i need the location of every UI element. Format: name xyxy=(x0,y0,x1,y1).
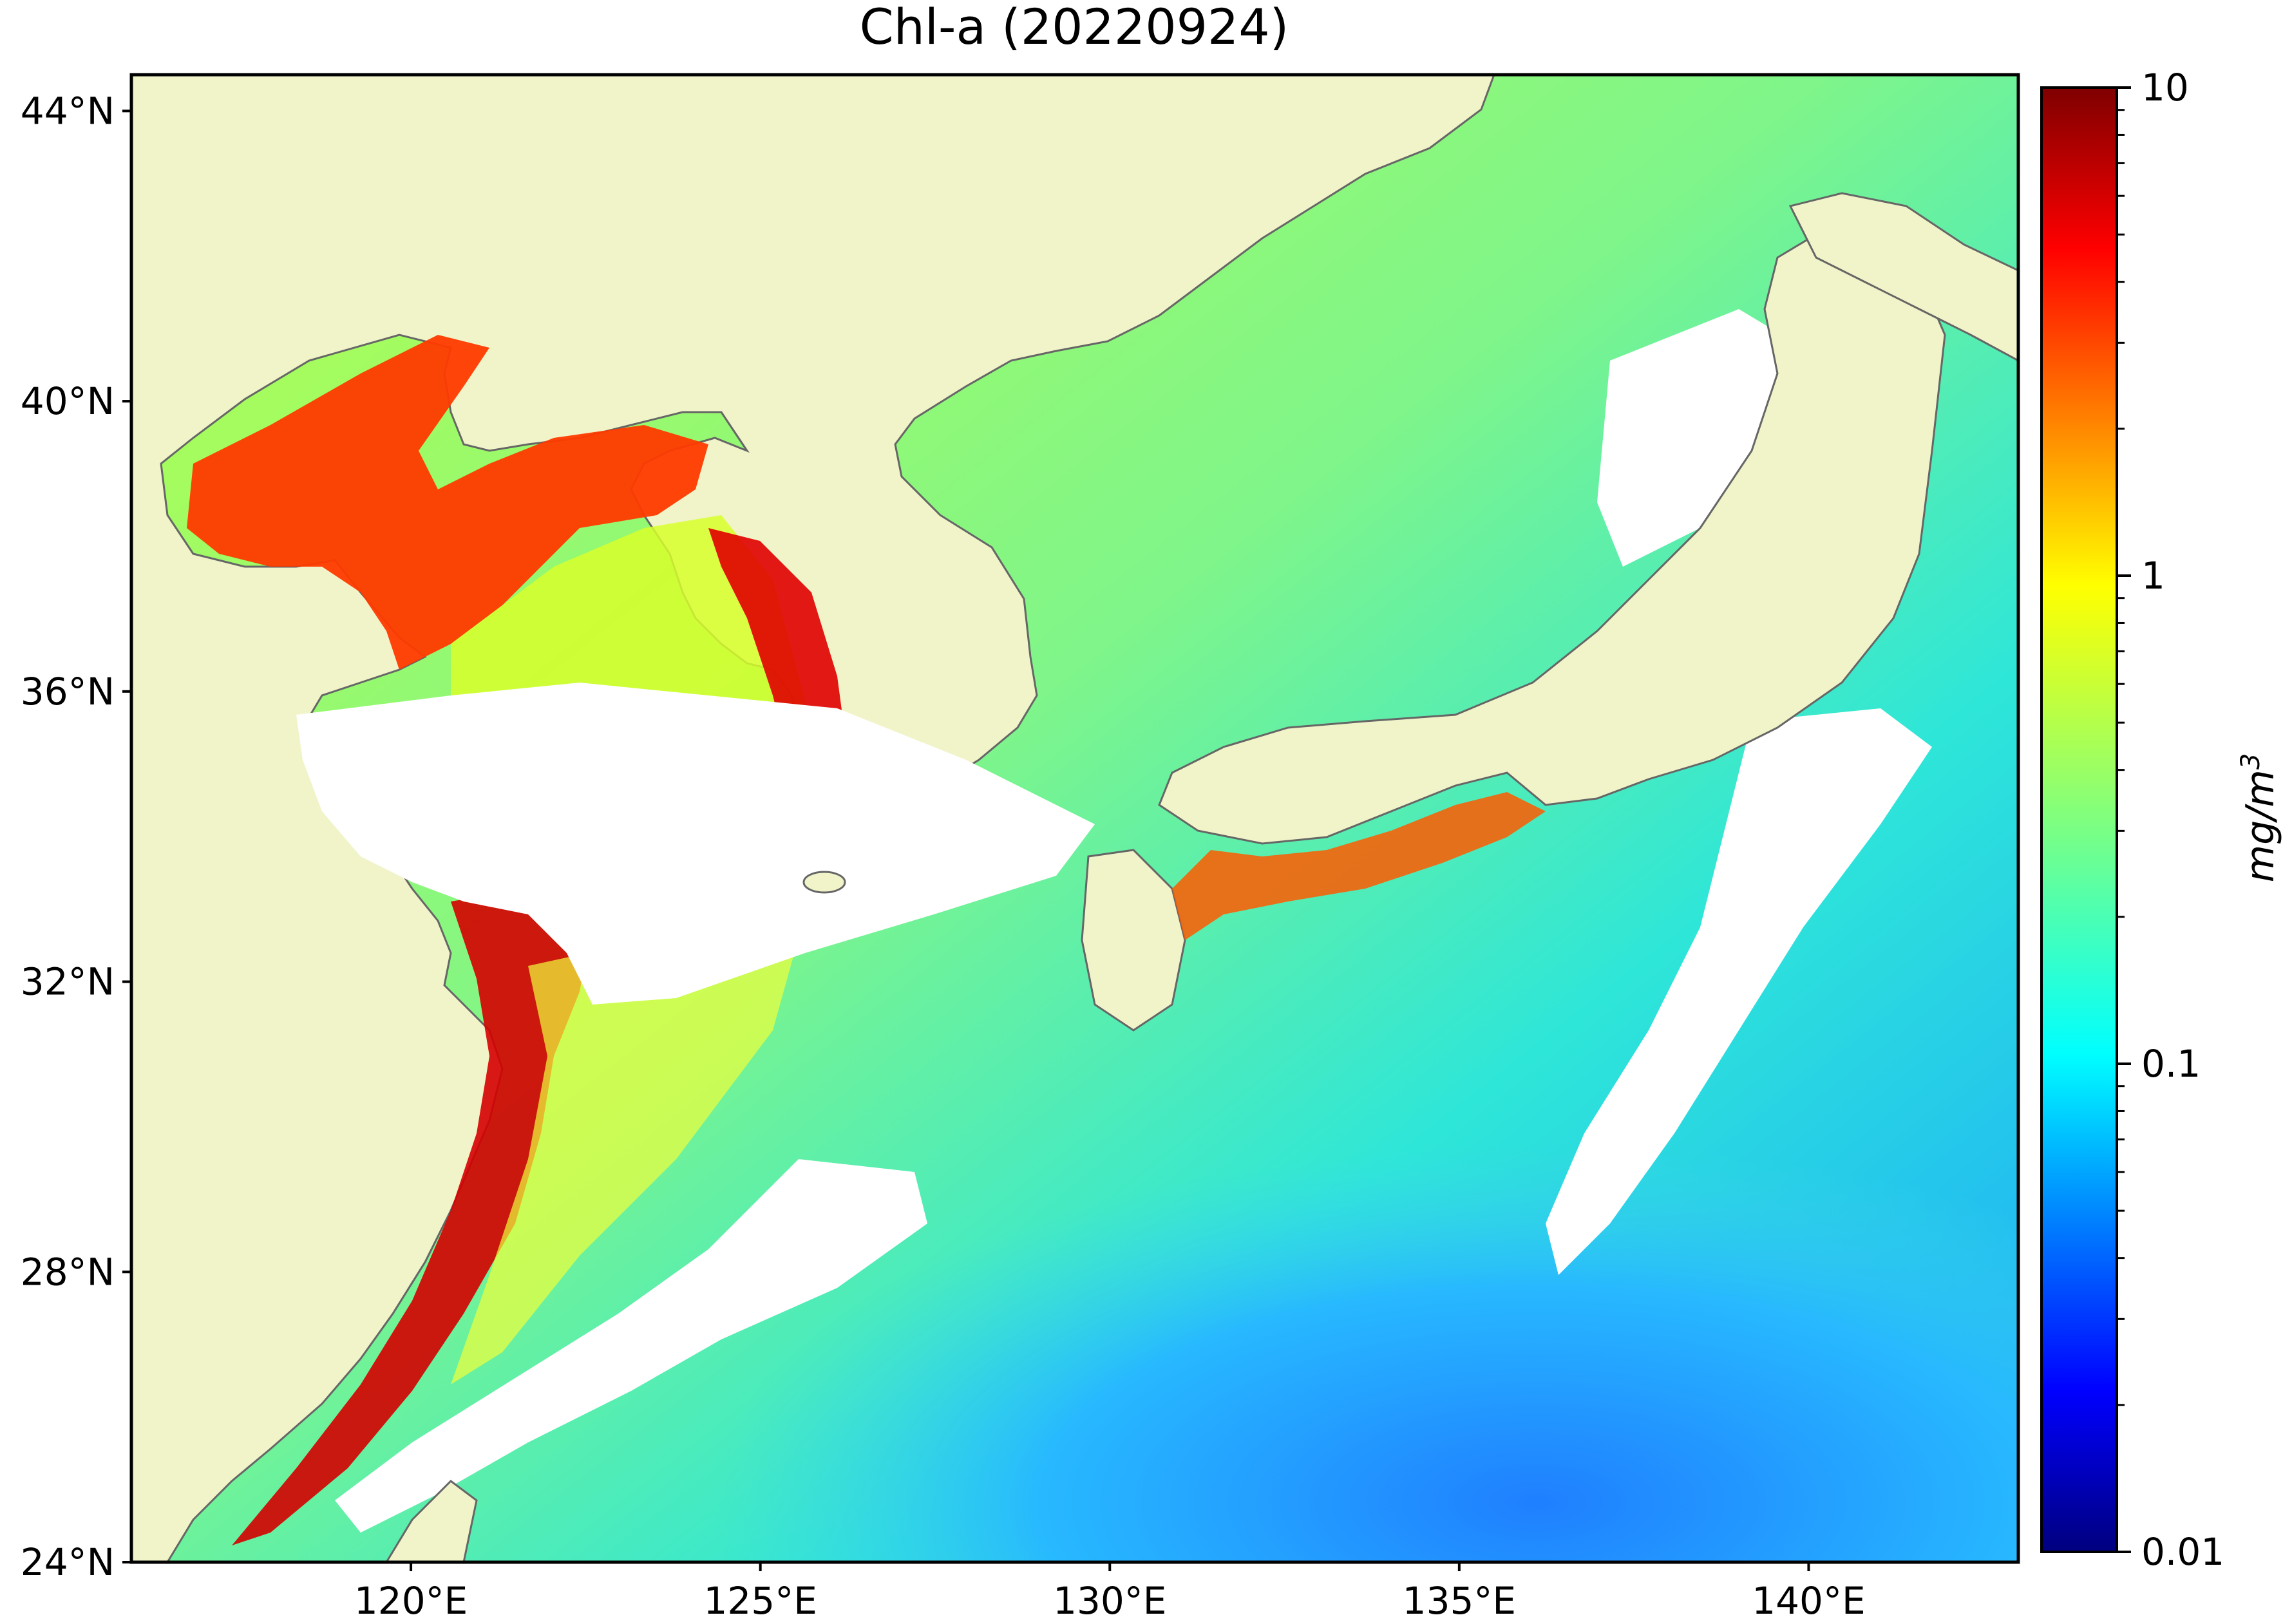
map-title: Chl-a (20220924) xyxy=(860,0,1289,55)
colorbar-tick-label: 1 xyxy=(2141,554,2165,598)
no-data-cloud-sea-of-japan xyxy=(1597,309,1803,567)
map-frame xyxy=(129,73,2020,1564)
land-jeju-island xyxy=(802,871,846,894)
colorbar-ticks: 10 1 0.1 0.01 xyxy=(2117,66,2224,1574)
colorbar-tick-label: 0.1 xyxy=(2141,1042,2201,1086)
east-china-sea-mid-chl xyxy=(451,914,805,1384)
ocean-southern-low-chl xyxy=(644,966,2018,1562)
colorbar-label: mg/m3 xyxy=(2236,753,2283,883)
land-japan-honshu xyxy=(1158,218,1946,845)
lon-tick-label: 135°E xyxy=(1403,1579,1516,1623)
land-japan-kyushu xyxy=(1081,849,1186,1032)
colorbar-tick-label: 10 xyxy=(2141,66,2189,109)
lat-tick-label: 32°N xyxy=(21,960,115,1004)
lon-tick-label: 130°E xyxy=(1053,1579,1166,1623)
lat-tick-label: 24°N xyxy=(21,1540,115,1584)
colorbar-gradient xyxy=(2040,86,2118,1553)
lon-tick-label: 125°E xyxy=(703,1579,817,1623)
land-japan-hokkaido xyxy=(1788,192,2018,362)
lat-tick-label: 36°N xyxy=(21,670,115,713)
longitude-axis: 120°E 125°E 130°E 135°E 140°E xyxy=(354,1562,1866,1623)
colorbar-tick-label: 0.01 xyxy=(2141,1530,2224,1574)
latitude-axis: 44°N 40°N 36°N 32°N 28°N 24°N xyxy=(21,89,131,1584)
no-data-cloud-east-china-sea xyxy=(296,683,1095,1005)
bohai-high-chl xyxy=(187,335,708,670)
lon-tick-label: 120°E xyxy=(354,1579,468,1623)
east-china-coast-high-chl xyxy=(232,889,592,1545)
lon-tick-label: 140°E xyxy=(1752,1579,1865,1623)
japan-coastal-high-chl xyxy=(1172,792,1546,940)
colorbar: 10 1 0.1 0.01 mg/m3 xyxy=(2040,66,2283,1574)
land-taiwan xyxy=(385,1480,478,1562)
map-panel xyxy=(131,75,2018,1562)
no-data-cloud-south xyxy=(335,1159,927,1533)
no-data-cloud-pacific xyxy=(1546,708,1932,1275)
lat-tick-label: 44°N xyxy=(21,89,115,133)
lat-tick-label: 40°N xyxy=(21,379,115,423)
lat-tick-label: 28°N xyxy=(21,1250,115,1294)
